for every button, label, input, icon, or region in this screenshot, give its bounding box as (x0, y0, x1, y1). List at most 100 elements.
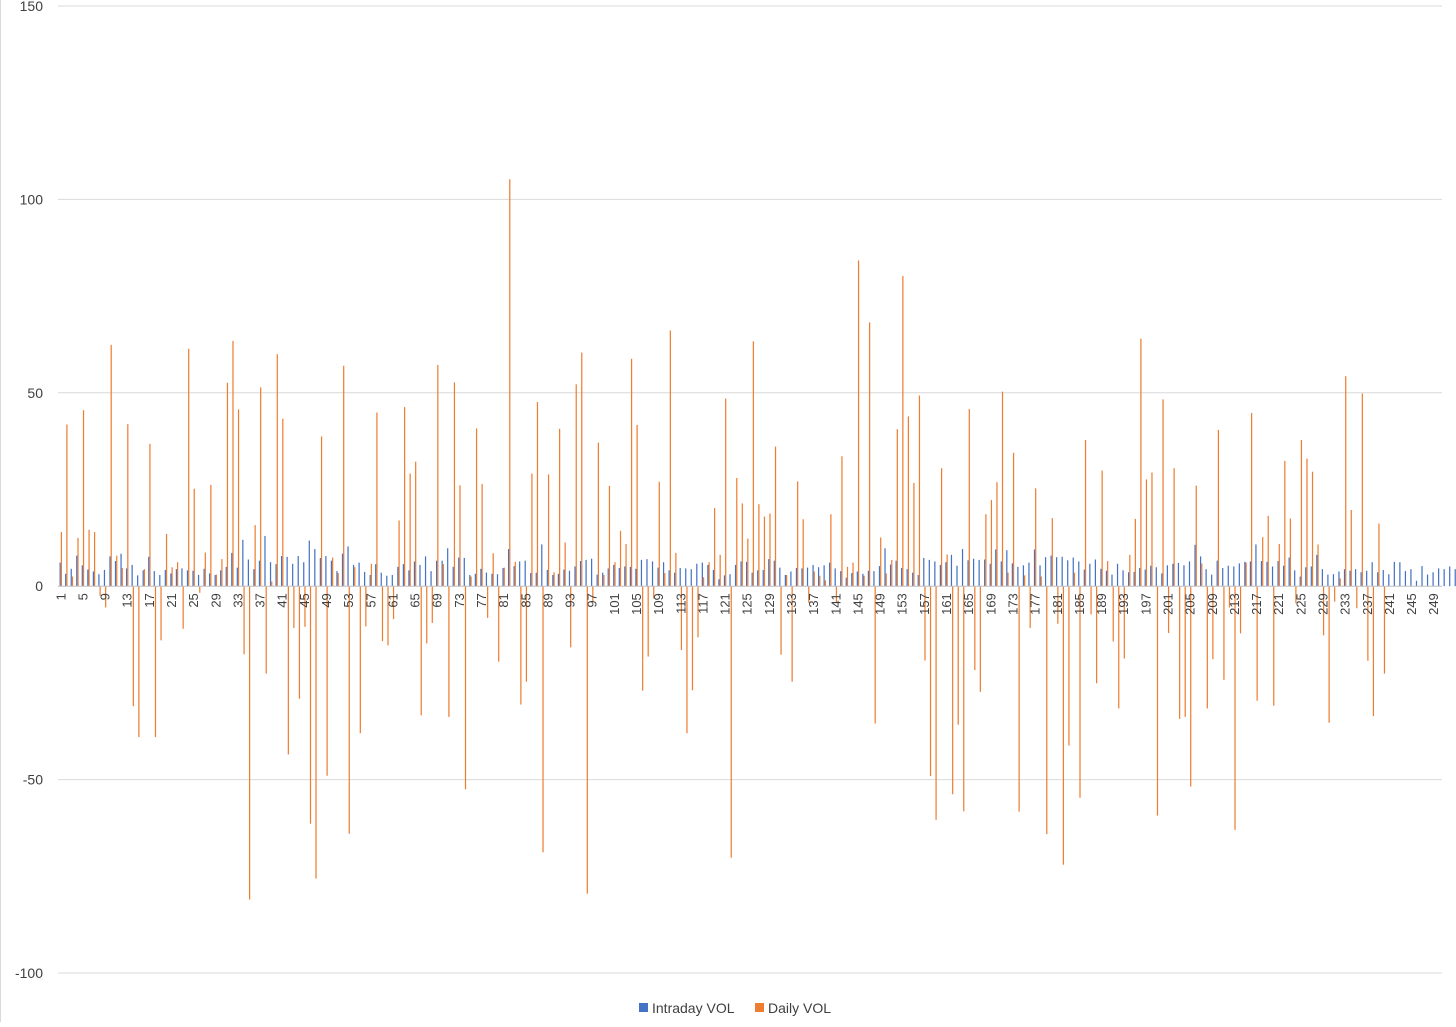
intraday-vol-bar (834, 568, 836, 587)
intraday-vol-bar (380, 572, 382, 587)
intraday-vol-bar (1443, 569, 1445, 587)
daily-vol-bar (1245, 562, 1247, 587)
intraday-vol-bar (1211, 574, 1213, 587)
daily-vol-bar (337, 573, 339, 587)
daily-vol-bar (675, 552, 677, 587)
intraday-vol-bar (1249, 561, 1252, 587)
intraday-vol-bar (513, 566, 515, 587)
daily-vol-bar (630, 358, 633, 587)
daily-vol-bar (852, 562, 854, 587)
daily-vol-bar (387, 586, 389, 646)
daily-vol-bar (819, 575, 821, 587)
intraday-vol-bar (1144, 569, 1146, 587)
intraday-vol-bar (972, 558, 975, 587)
daily-vol-bar (1361, 393, 1363, 587)
daily-vol-bar (913, 482, 915, 587)
intraday-vol-bar (862, 573, 864, 587)
intraday-vol-bar (790, 571, 792, 587)
daily-vol-bar (658, 481, 660, 587)
daily-vol-bar (370, 563, 372, 587)
daily-vol-bar (702, 577, 705, 587)
daily-vol-bar (642, 586, 644, 691)
x-tick-label: 177 (1028, 593, 1043, 615)
daily-vol-bar (990, 499, 993, 587)
x-tick-label: 221 (1271, 593, 1286, 615)
x-tick-label: 41 (275, 593, 290, 607)
intraday-vol-bar (1216, 560, 1218, 587)
daily-vol-bar (304, 586, 306, 627)
daily-vol-bar (708, 562, 710, 587)
plot-area (59, 179, 1456, 900)
daily-vol-bar (1118, 586, 1120, 709)
x-tick-label: 189 (1094, 593, 1109, 615)
intraday-vol-bar (109, 556, 111, 587)
intraday-vol-bar (1022, 565, 1025, 587)
daily-vol-bar (752, 341, 754, 587)
x-tick-label: 153 (895, 593, 910, 615)
intraday-vol-bar (646, 559, 648, 587)
daily-vol-bar (553, 572, 555, 587)
x-tick-label: 73 (452, 593, 467, 607)
intraday-vol-bar (1094, 559, 1096, 587)
intraday-vol-bar (1371, 562, 1373, 587)
intraday-vol-bar (347, 546, 349, 587)
intraday-vol-bar (170, 573, 172, 587)
intraday-vol-bar (463, 557, 465, 587)
daily-vol-bar (1267, 515, 1269, 587)
intraday-vol-bar (358, 562, 360, 587)
x-tick-label: 213 (1227, 593, 1242, 615)
intraday-vol-bar (1266, 561, 1268, 587)
intraday-vol-bar (801, 568, 803, 587)
intraday-vol-bar (247, 559, 249, 587)
intraday-vol-bar (280, 556, 283, 587)
intraday-vol-bar (1222, 568, 1224, 587)
x-tick-label: 21 (164, 593, 179, 607)
daily-vol-bar (487, 586, 489, 618)
intraday-vol-bar (696, 563, 698, 587)
intraday-vol-bar (59, 562, 61, 587)
daily-vol-bar (1084, 439, 1087, 587)
intraday-vol-bar (297, 556, 299, 587)
daily-vol-bar (996, 482, 998, 587)
x-tick-label: 205 (1183, 593, 1198, 615)
daily-vol-bar (132, 586, 134, 707)
daily-vol-bar (1217, 429, 1220, 587)
intraday-vol-bar (945, 562, 947, 587)
intraday-vol-bar (1283, 565, 1285, 587)
daily-vol-bar (1134, 518, 1136, 587)
intraday-vol-bar (530, 573, 532, 587)
intraday-vol-bar (1438, 568, 1440, 587)
daily-vol-bar (105, 586, 107, 608)
intraday-vol-bar (386, 575, 388, 587)
daily-vol-bar (741, 503, 743, 587)
intraday-vol-bar (1421, 566, 1423, 587)
daily-vol-bar (536, 402, 539, 587)
daily-vol-bar (863, 575, 865, 587)
intraday-vol-bar (923, 557, 925, 587)
intraday-vol-bar (690, 569, 692, 587)
intraday-vol-bar (629, 566, 631, 587)
daily-vol-bar (193, 488, 195, 587)
intraday-vol-bar (1155, 567, 1157, 587)
daily-vol-bar (260, 387, 262, 587)
daily-vol-bar (182, 586, 184, 629)
intraday-vol-bar (137, 575, 139, 587)
daily-vol-bar (88, 529, 90, 587)
daily-vol-bar (1239, 586, 1242, 634)
intraday-vol-bar (1388, 574, 1390, 587)
daily-vol-bar (1367, 586, 1369, 661)
daily-vol-bar (1007, 572, 1009, 587)
daily-vol-bar (71, 576, 74, 587)
intraday-vol-bar (657, 567, 659, 587)
intraday-vol-bar (1399, 562, 1401, 587)
legend-swatch-intraday-vol (639, 1003, 648, 1012)
intraday-vol-bar (812, 564, 814, 587)
intraday-vol-bar (1255, 544, 1257, 587)
daily-vol-bar (979, 586, 981, 692)
intraday-vol-bar (762, 569, 764, 587)
daily-vol-bar (121, 568, 123, 587)
daily-vol-bar (149, 443, 151, 587)
x-tick-label: 245 (1404, 593, 1419, 615)
intraday-vol-bar (1172, 563, 1174, 587)
y-tick-label: -50 (23, 772, 43, 788)
